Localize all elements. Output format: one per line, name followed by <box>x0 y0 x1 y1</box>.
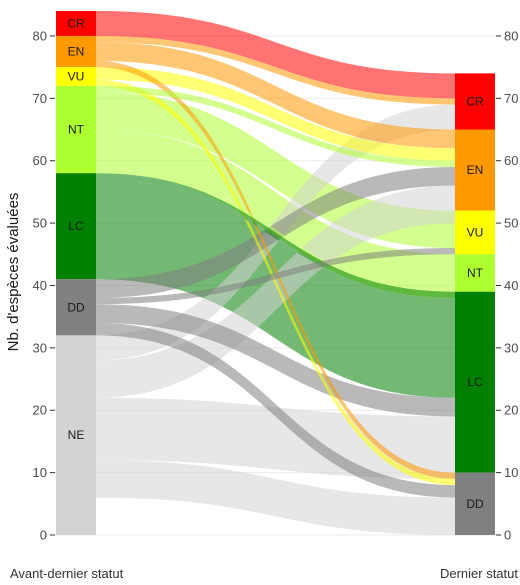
flow-en-to-cr <box>96 35 455 105</box>
flow-dd-to-dd <box>96 322 455 498</box>
right-node-vu <box>455 210 495 255</box>
tick-label-right: 10 <box>504 465 518 480</box>
flow-vu-to-en <box>96 67 455 161</box>
flow-ne-to-dd <box>96 460 455 535</box>
left-node-label: EN <box>68 45 85 59</box>
left-node-vu <box>56 67 96 86</box>
left-node-cr <box>56 11 96 36</box>
tick-label-right: 50 <box>504 216 518 231</box>
tick-label-left: 40 <box>33 278 47 293</box>
right-node-label: VU <box>467 225 484 239</box>
tick-label-right: 30 <box>504 340 518 355</box>
right-axis-caption: Dernier statut <box>440 566 518 581</box>
tick-label-left: 80 <box>33 28 47 43</box>
tick-label-right: 80 <box>504 28 518 43</box>
flow-nt-to-en <box>96 85 455 167</box>
left-node-dd <box>56 279 96 336</box>
tick-label-left: 50 <box>33 216 47 231</box>
flow-dd-to-lc <box>96 304 455 417</box>
nodes: CR EN VU NT LC DD NE CR EN VU NT LC DD <box>56 11 495 535</box>
flow-cr-to-cr <box>96 11 455 99</box>
flow-en-to-en <box>96 42 455 149</box>
axis-ticks: 0 0 10 10 20 20 30 30 40 40 50 50 60 60 70 70 80 80 <box>33 28 519 542</box>
left-node-label: CR <box>67 16 85 30</box>
flow-en-to-dd <box>96 60 455 479</box>
left-node-nt <box>56 85 96 174</box>
right-node-nt <box>455 254 495 292</box>
flows <box>96 11 455 535</box>
tick-label-right: 20 <box>504 403 518 418</box>
right-node-lc <box>455 291 495 473</box>
left-axis-caption: Avant-dernier statut <box>10 566 124 581</box>
tick-label-right: 40 <box>504 278 518 293</box>
left-node-lc <box>56 173 96 280</box>
tick-label-right: 0 <box>504 528 511 543</box>
right-node-label: CR <box>466 94 484 108</box>
tick-label-left: 60 <box>33 153 47 168</box>
tick-label-left: 20 <box>33 403 47 418</box>
right-node-label: EN <box>467 163 484 177</box>
tick-label-left: 70 <box>33 91 47 106</box>
flow-lc-to-nt <box>96 173 455 298</box>
left-node-label: NE <box>68 428 85 442</box>
y-axis-title: Nb. d'espèces évaluées <box>5 193 22 352</box>
flow-vu-to-dd <box>96 79 455 486</box>
right-node-dd <box>455 472 495 535</box>
flow-dd-to-vu <box>96 248 455 305</box>
left-node-ne <box>56 335 96 535</box>
left-node-label: LC <box>68 219 84 233</box>
flow-ne-to-lc <box>96 397 455 479</box>
right-node-label: LC <box>467 375 483 389</box>
left-node-label: DD <box>67 300 85 314</box>
tick-label-right: 70 <box>504 91 518 106</box>
tick-label-left: 10 <box>33 465 47 480</box>
tick-label-left: 0 <box>40 528 47 543</box>
right-node-label: NT <box>467 266 484 280</box>
right-node-label: DD <box>466 497 484 511</box>
tick-label-right: 60 <box>504 153 518 168</box>
tick-label-left: 30 <box>33 340 47 355</box>
right-node-en <box>455 129 495 211</box>
right-node-cr <box>455 73 495 130</box>
left-node-label: VU <box>68 70 85 84</box>
left-node-en <box>56 35 96 68</box>
flow-nt-to-nt <box>96 129 455 292</box>
left-node-label: NT <box>68 123 85 137</box>
